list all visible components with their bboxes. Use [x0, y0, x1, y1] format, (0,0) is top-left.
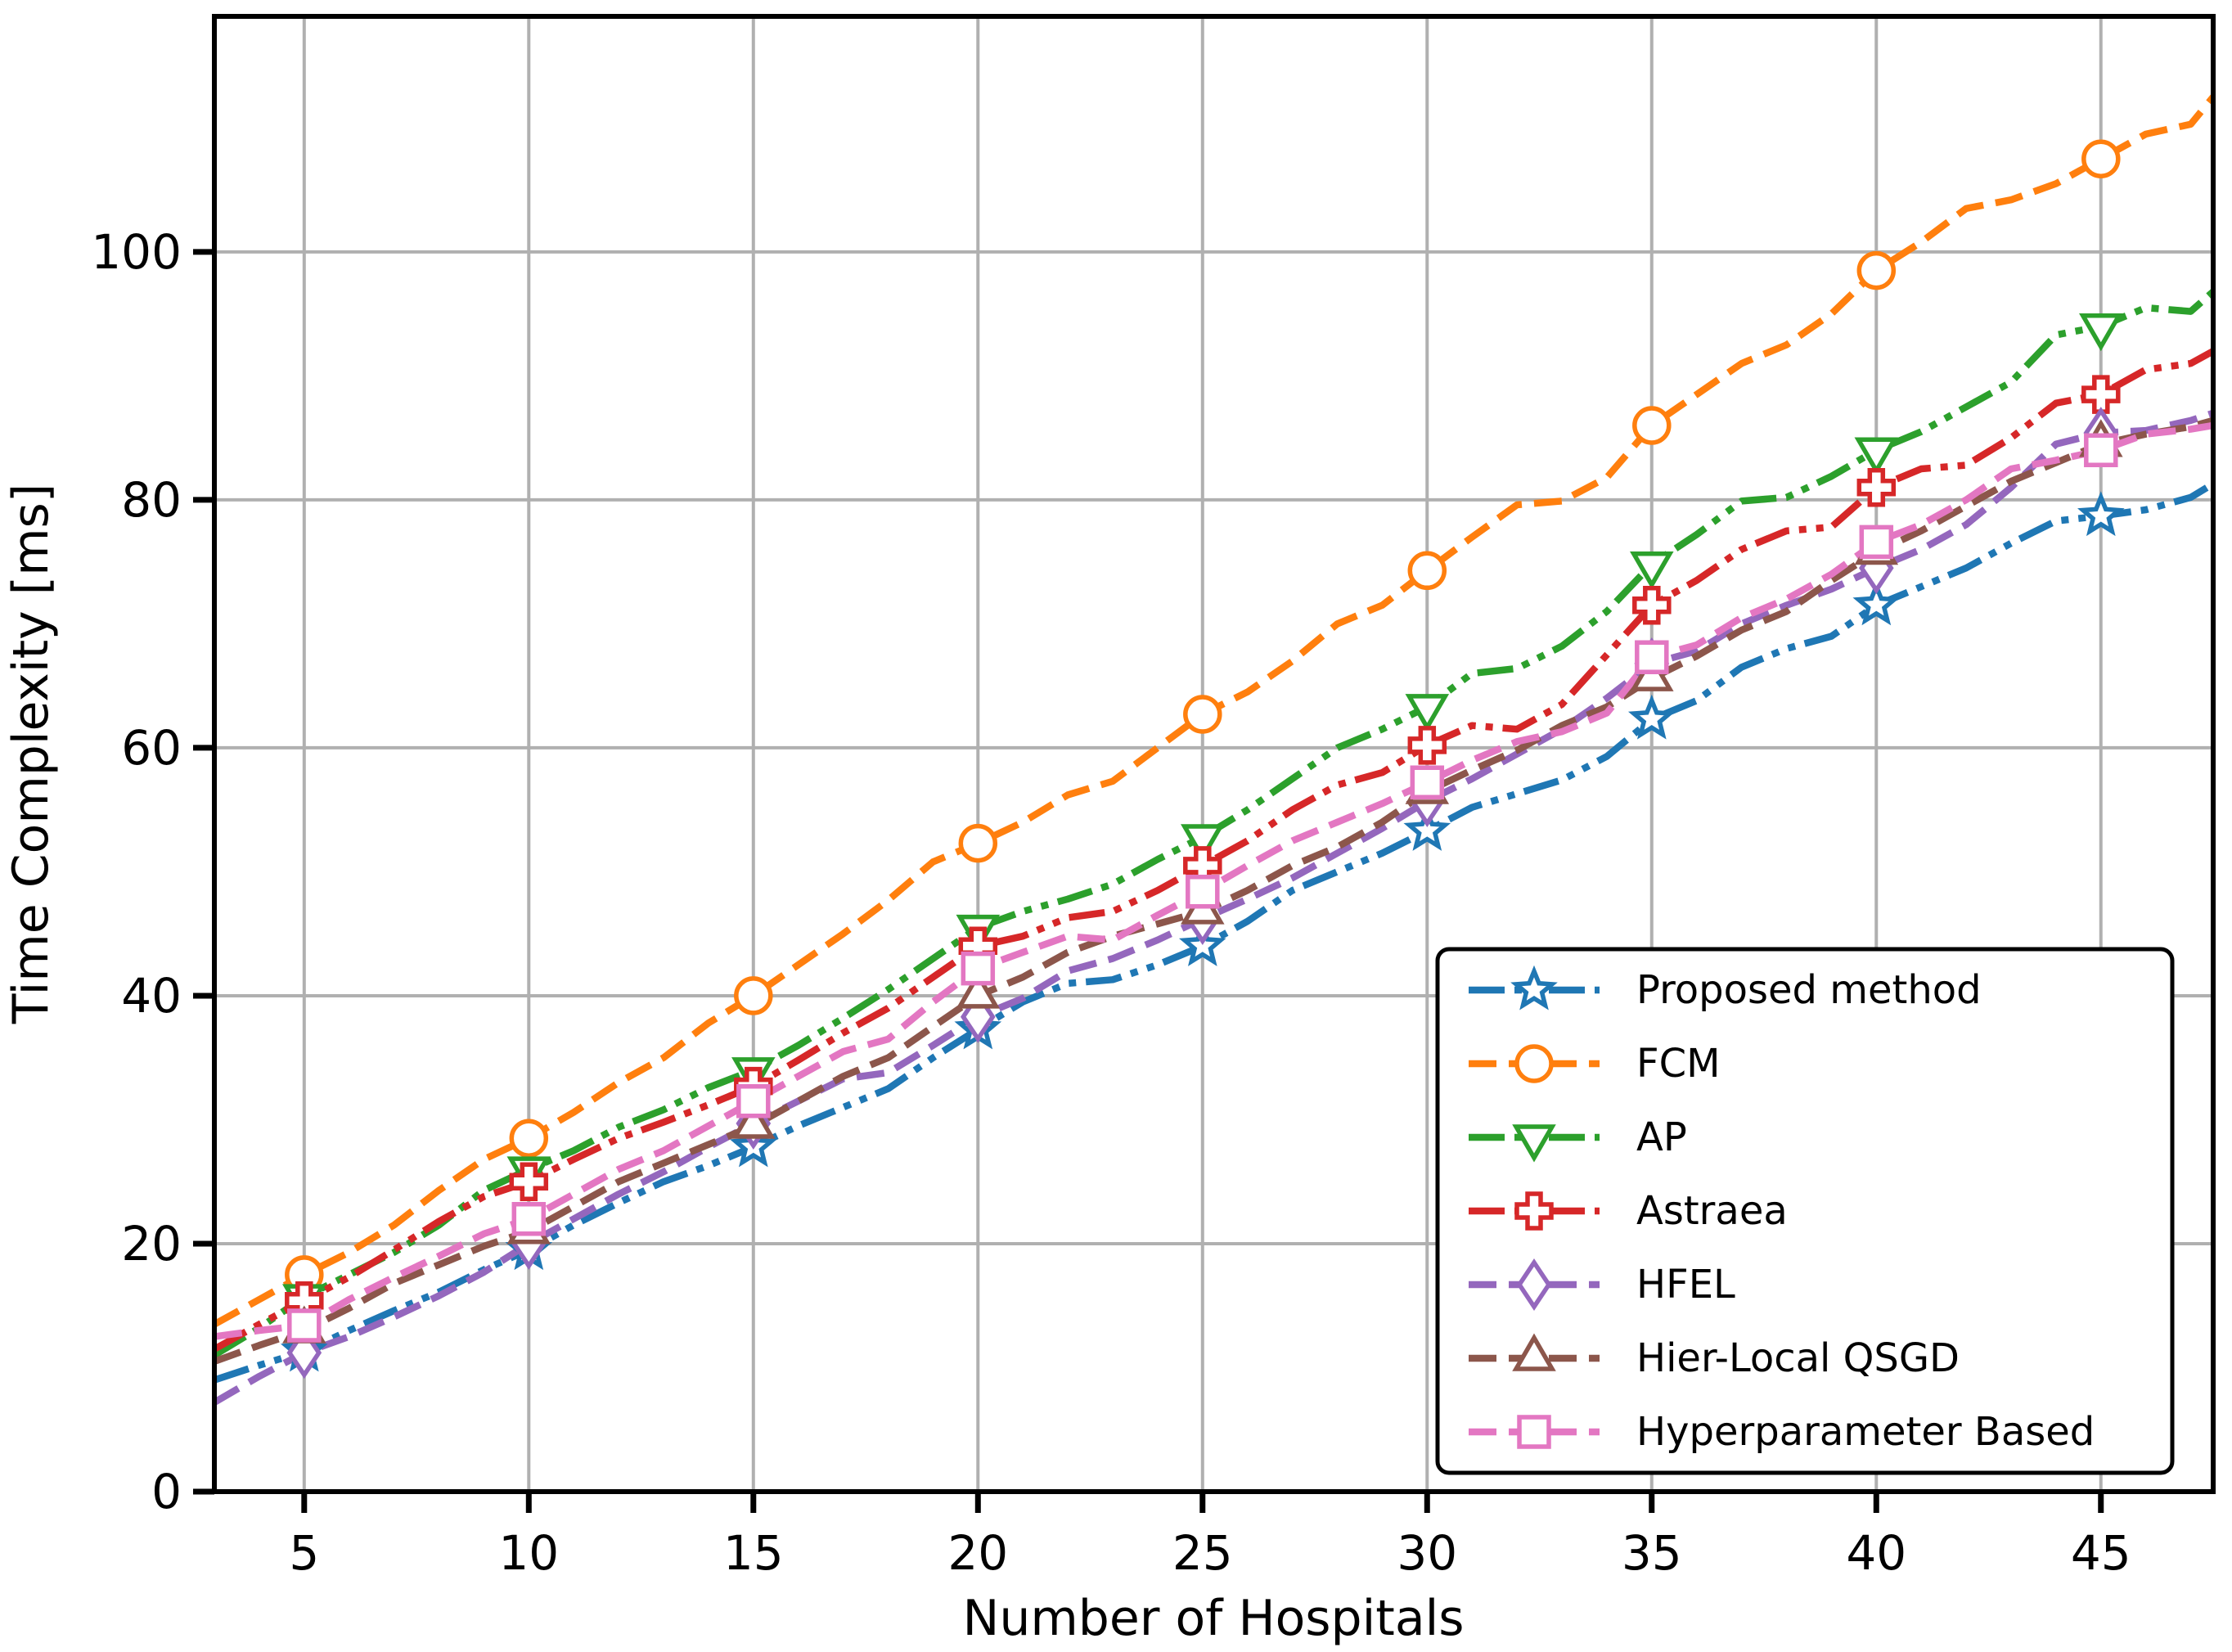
marker-star-proposed-method — [1403, 806, 1451, 851]
marker-triangle-up-hier-local-qsgd — [956, 970, 1001, 1009]
marker-square-hyperparameter-based — [1859, 524, 1894, 560]
y-axis-label: Time Complexity [ms] — [2, 484, 60, 1024]
legend: Proposed method FCM AP Astraea HFEL Hier-Loca… — [1435, 947, 2175, 1475]
plot-border — [212, 14, 2216, 1494]
marker-square-hyperparameter-based — [2084, 433, 2118, 468]
legend-entry-hfel: HFEL — [1469, 1258, 1735, 1311]
x-tick-label: 35 — [1622, 1525, 1682, 1581]
marker-triangle-down-ap — [1854, 437, 1899, 475]
marker-triangle-up-hier-local-qsgd — [731, 1101, 776, 1139]
y-tick-label: 60 — [121, 720, 182, 776]
series-line-hyperparameter-based — [214, 421, 2213, 1340]
marker-square-hyperparameter-based — [287, 1308, 322, 1343]
legend-box — [1435, 947, 2175, 1475]
legend-marker-hfel — [1516, 1258, 1552, 1311]
legend-entry-hier-local-qsgd: Hier-Local QSGD — [1469, 1333, 1960, 1381]
marker-circle-fcm — [1407, 551, 1447, 591]
y-tick-label: 80 — [121, 472, 182, 528]
legend-label: HFEL — [1636, 1262, 1735, 1308]
marker-triangle-down-ap — [2079, 313, 2123, 352]
x-tick-label: 45 — [2071, 1525, 2131, 1581]
marker-circle-fcm — [509, 1119, 549, 1158]
marker-square-hyperparameter-based — [1186, 874, 1220, 909]
legend-label: AP — [1636, 1114, 1687, 1160]
marker-star-proposed-method — [1852, 580, 1901, 626]
y-tick-label: 0 — [151, 1464, 182, 1519]
x-axis-label: Number of Hospitals — [962, 1590, 1464, 1647]
x-tick-label: 5 — [289, 1525, 319, 1581]
marker-square-hyperparameter-based — [1410, 765, 1445, 800]
marker-plus-astraea — [509, 1162, 549, 1201]
series-line-fcm — [214, 94, 2213, 1328]
series-line-ap — [214, 289, 2213, 1358]
y-tick-label: 20 — [121, 1216, 182, 1272]
series-line-hfel — [214, 409, 2213, 1406]
legend-marker-ap — [1512, 1124, 1556, 1163]
series-line-hier-local-qsgd — [214, 416, 2213, 1365]
marker-star-proposed-method — [1627, 694, 1676, 740]
marker-square-hyperparameter-based — [1635, 640, 1669, 675]
y-tick-label: 40 — [121, 968, 182, 1024]
legend-label: Hyperparameter Based — [1636, 1409, 2095, 1455]
legend-label: Proposed method — [1636, 967, 1982, 1013]
y-tick-label: 100 — [91, 224, 182, 280]
marker-circle-fcm — [734, 976, 773, 1015]
marker-triangle-down-ap — [1405, 694, 1450, 732]
series-markers — [280, 139, 2125, 1380]
marker-circle-fcm — [1856, 250, 1897, 290]
legend-marker-astraea — [1514, 1191, 1554, 1231]
marker-circle-fcm — [1632, 406, 1672, 445]
legend-marker-fcm — [1514, 1044, 1554, 1083]
legend-entry-astraea: Astraea — [1469, 1188, 1788, 1234]
tick-labels: 5 10 15 20 25 30 35 40 45 0 20 40 60 80 100 — [91, 224, 2131, 1581]
marker-circle-fcm — [2081, 139, 2121, 178]
x-tick-label: 25 — [1172, 1525, 1233, 1581]
legend-label: FCM — [1636, 1041, 1721, 1087]
legend-entry-ap: AP — [1469, 1114, 1687, 1163]
marker-star-proposed-method — [2077, 491, 2125, 537]
marker-triangle-down-ap — [1181, 824, 1225, 862]
axis-ticks — [193, 249, 2104, 1513]
marker-circle-fcm — [1183, 695, 1222, 734]
series-line-proposed-method — [214, 480, 2213, 1384]
series-line-astraea — [214, 348, 2213, 1353]
series-lines — [214, 94, 2213, 1406]
x-tick-label: 30 — [1397, 1525, 1457, 1581]
legend-label: Hier-Local QSGD — [1636, 1335, 1960, 1381]
marker-plus-astraea — [2081, 375, 2121, 414]
marker-plus-astraea — [1407, 726, 1447, 765]
marker-plus-astraea — [1856, 467, 1897, 507]
legend-marker-proposed-method — [1510, 965, 1558, 1011]
marker-square-hyperparameter-based — [511, 1201, 547, 1236]
marker-circle-fcm — [958, 823, 998, 863]
legend-marker-hier-local-qsgd — [1512, 1333, 1556, 1371]
marker-square-hyperparameter-based — [736, 1083, 771, 1119]
legend-entry-fcm: FCM — [1469, 1041, 1721, 1087]
legend-marker-hyperparameter-based — [1517, 1415, 1551, 1449]
x-tick-label: 20 — [947, 1525, 1008, 1581]
marker-triangle-down-ap — [1630, 551, 1674, 590]
x-tick-label: 10 — [498, 1525, 559, 1581]
legend-label: Astraea — [1636, 1188, 1788, 1234]
legend-entry-proposed-method: Proposed method — [1469, 965, 1982, 1013]
legend-entry-hyperparameter-based: Hyperparameter Based — [1469, 1409, 2095, 1455]
marker-plus-astraea — [1632, 585, 1672, 625]
x-tick-label: 40 — [1846, 1525, 1906, 1581]
x-tick-label: 15 — [723, 1525, 784, 1581]
marker-square-hyperparameter-based — [961, 951, 996, 986]
